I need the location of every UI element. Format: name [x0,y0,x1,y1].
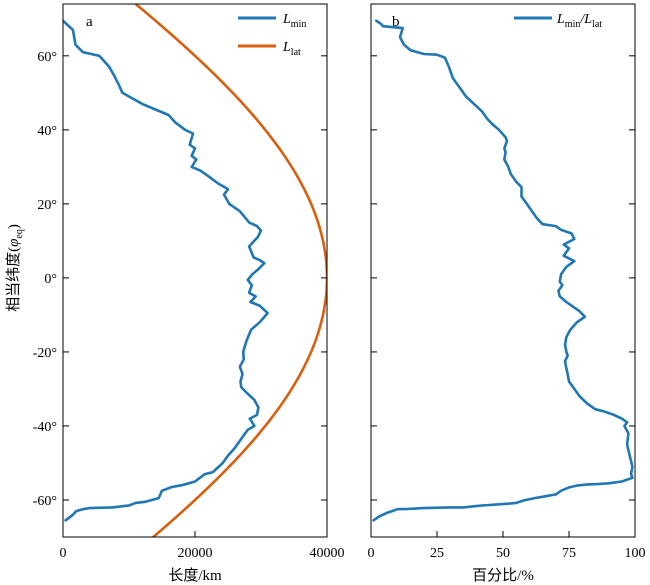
panel-a-x-axis-title: 长度/km [168,567,222,584]
y-tick-label: -60° [33,494,57,509]
panel-b-plot-area [372,19,634,522]
y-tick-label: -20° [33,346,57,361]
x-tick-label: 50 [496,546,510,561]
series-line-l-lat [134,4,327,537]
panel-a-letter: a [86,14,93,30]
panel-a-legend: Lmin Llat [238,12,306,58]
panel-b-y-ticks [371,55,635,501]
panel-a-frame [62,3,328,538]
y-axis-title-main: 相当纬度( [5,247,22,312]
x-tick-label: 20000 [178,546,213,561]
panel-a: 0 20000 40000 -60° -40° -20° 0° 20° 40° 60° a 长度… [33,3,345,584]
legend-label-lmin: Lmin [282,12,306,30]
y-tick-label: -40° [33,420,57,435]
y-axis-title-sub: eq [14,229,25,238]
x-tick-label: 0 [368,546,375,561]
y-tick-label: 40° [37,124,57,139]
x-tick-label: 75 [562,546,576,561]
x-tick-label: 40000 [310,546,345,561]
panel-b-frame [370,3,636,538]
panel-a-x-ticks: 0 20000 40000 [60,531,345,561]
y-tick-label: 20° [37,198,57,213]
panel-b-x-axis-title: 百分比/% [472,567,534,584]
x-tick-label: 100 [625,546,646,561]
panel-b-letter: b [392,14,400,30]
panel-a-y-ticks: -60° -40° -20° 0° 20° 40° 60° [33,50,327,509]
legend-label-llat: Llat [282,40,301,58]
y-axis-title: 相当纬度(φeq) [5,224,25,312]
panel-b: 0 25 50 75 100 b 百分比/% Lmin/Llat [368,3,646,584]
panel-a-plot-area [63,4,327,537]
panel-b-x-ticks: 0 25 50 75 100 [368,531,646,561]
series-line-l-min [63,19,269,522]
y-axis-title-var: φ [6,239,22,247]
y-tick-label: 0° [44,272,57,287]
legend-label-ratio: Lmin/Llat [556,12,602,30]
y-axis-title-close: ) [6,224,22,229]
panel-b-legend: Lmin/Llat [514,12,602,30]
y-tick-label: 60° [37,50,57,65]
x-tick-label: 0 [60,546,67,561]
series-line-l-min-l-lat [372,19,634,522]
x-tick-label: 25 [430,546,444,561]
